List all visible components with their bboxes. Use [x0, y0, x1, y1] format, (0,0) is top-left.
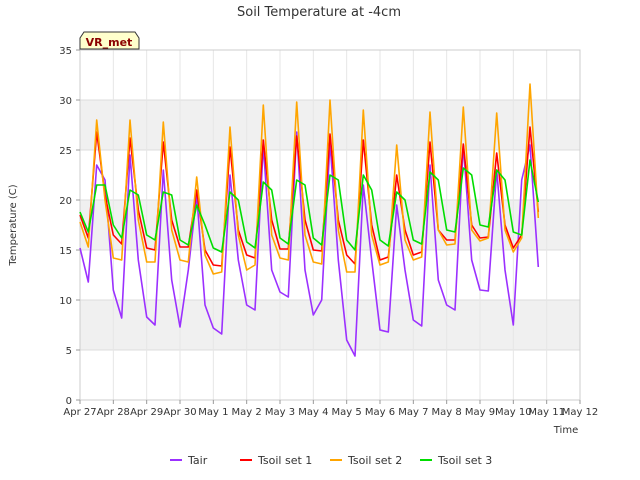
legend: Tair Tsoil set 1 Tsoil set 2 Tsoil set 3 [170, 454, 492, 467]
chart-title: Soil Temperature at -4cm [237, 5, 401, 20]
x-axis-label: Time [553, 425, 578, 436]
grid-band [80, 200, 580, 250]
legend-label: Tsoil set 1 [257, 454, 312, 467]
station-badge-label: VR_met [86, 36, 133, 49]
series-line-tsoil-set-3 [79, 159, 540, 253]
y-tick-label: 35 [59, 46, 72, 57]
x-tick-label: May 5 [332, 407, 362, 418]
station-badge: VR_met [79, 31, 140, 50]
x-tick-label: May 2 [232, 407, 262, 418]
x-tick-label: May 6 [365, 407, 395, 418]
y-tick-label: 30 [59, 96, 72, 107]
x-tick-label: May 1 [198, 407, 228, 418]
y-tick-label: 25 [59, 146, 72, 157]
y-tick-label: 10 [59, 296, 72, 307]
grid-band [80, 300, 580, 350]
y-tick-label: 15 [59, 246, 72, 257]
x-tick-label: Apr 28 [97, 407, 130, 418]
legend-label: Tair [187, 454, 208, 467]
x-tick-label: Apr 27 [63, 407, 96, 418]
y-tick-label: 0 [66, 396, 72, 407]
x-tick-label: May 4 [298, 407, 328, 418]
x-tick-label: Apr 30 [163, 407, 196, 418]
y-tick-label: 5 [66, 346, 72, 357]
legend-label: Tsoil set 2 [347, 454, 402, 467]
x-tick-label: Apr 29 [130, 407, 163, 418]
x-tick-label: May 8 [432, 407, 462, 418]
x-tick-label: May 3 [265, 407, 295, 418]
x-tick-label: May 12 [562, 407, 599, 418]
legend-label: Tsoil set 3 [437, 454, 492, 467]
x-tick-label: May 9 [465, 407, 495, 418]
y-axis-label: Temperature (C) [8, 184, 19, 266]
x-tick-label: May 7 [398, 407, 428, 418]
series-line-tsoil-set-2 [79, 83, 540, 275]
x-tick-label: May 11 [528, 407, 565, 418]
x-tick-label: May 10 [495, 407, 532, 418]
y-tick-label: 20 [59, 196, 72, 207]
